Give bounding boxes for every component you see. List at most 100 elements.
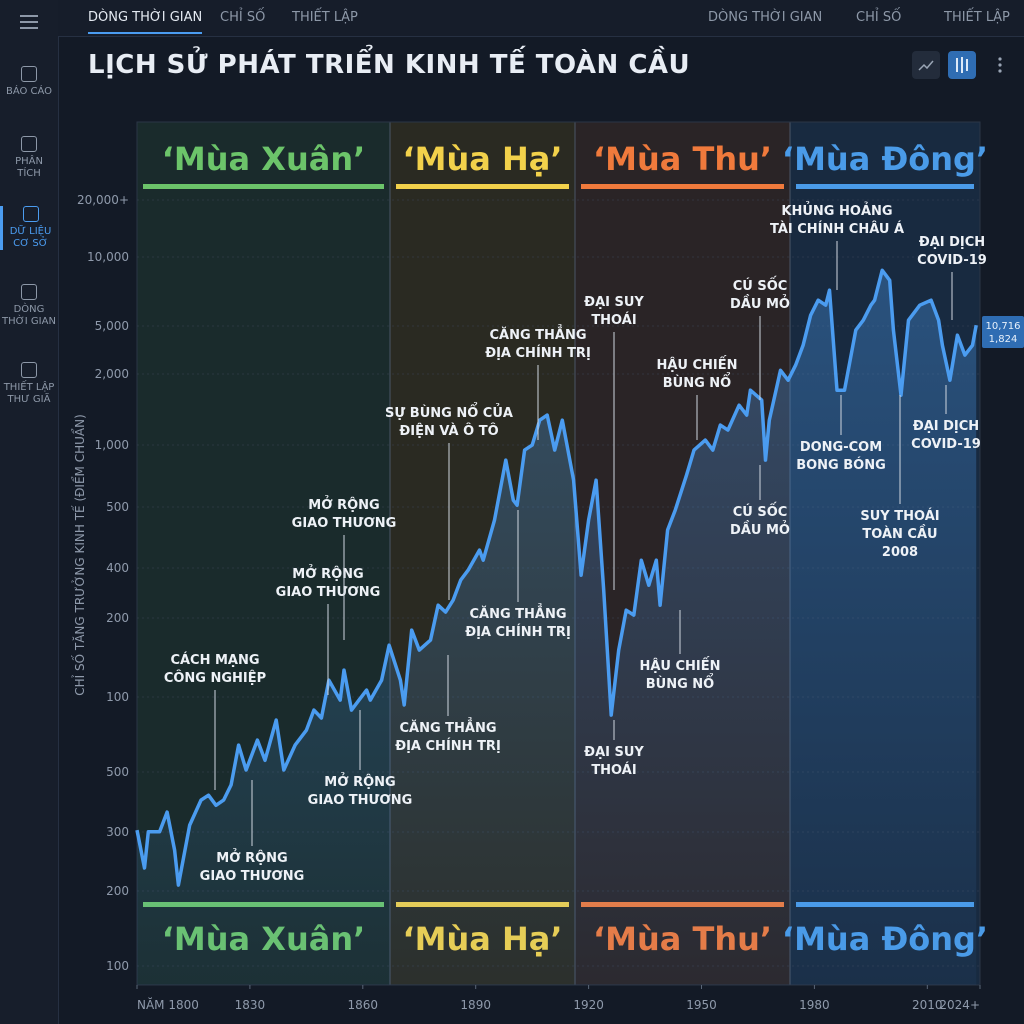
sidebar-icon	[21, 136, 37, 152]
season-bar	[396, 184, 569, 189]
annotation-text: DONG-COM	[800, 440, 882, 455]
season-label: ‘Mùa Hạ’	[402, 140, 562, 178]
season-label: ‘Mùa Xuân’	[162, 920, 366, 958]
sidebar-icon	[22, 206, 39, 222]
y-tick-label: 100	[106, 690, 129, 704]
x-tick-label: 1920	[573, 998, 604, 1012]
sidebar-icon	[21, 284, 37, 300]
annotation-text: CĂNG THẲNG	[489, 325, 586, 343]
y-tick-label: 10,000	[87, 250, 129, 264]
annotation-text: MỞ RỘNG	[216, 849, 287, 866]
annotation-text: GIAO THƯƠNG	[276, 585, 381, 600]
y-axis-label: CHỈ SỐ TĂNG TRƯỞNG KINH TẾ (ĐIỂM CHUẨN)	[71, 414, 87, 696]
menu-icon[interactable]	[19, 14, 39, 30]
era-background	[390, 122, 575, 985]
season-label: ‘Mùa Xuân’	[162, 140, 366, 178]
y-tick-label: 500	[106, 500, 129, 514]
annotation-text: THOÁI	[591, 312, 636, 328]
nav-tab[interactable]: DÒNG THỜI GIAN	[88, 10, 203, 34]
sidebar-item[interactable]: BÁO CÁO	[0, 66, 58, 98]
annotation-text: CÁCH MẠNG	[170, 652, 259, 668]
y-tick-label: 400	[106, 561, 129, 575]
season-label: ‘Mùa Đông’	[782, 140, 988, 178]
sidebar-label: DỮ LIỆU CƠ SỞ	[9, 226, 52, 249]
y-tick-label: 20,000+	[77, 193, 129, 207]
annotation-text: BÙNG NỔ	[646, 674, 714, 692]
sidebar-icon	[21, 362, 37, 378]
season-label: ‘Mùa Hạ’	[402, 920, 562, 958]
nav-tab-right[interactable]: THIẾT LẬP	[944, 10, 1010, 25]
value-badge-text: 1,824	[989, 334, 1018, 345]
season-bar	[581, 184, 784, 189]
annotation-text: CÚ SỐC	[733, 502, 788, 520]
y-tick-label: 200	[106, 611, 129, 625]
sidebar-item[interactable]: DÒNG THỜI GIAN	[0, 284, 58, 328]
annotation-text: MỞ RỘNG	[292, 565, 363, 582]
annotation-text: CÔNG NGHIỆP	[164, 670, 266, 686]
annotation-text: ĐỊA CHÍNH TRỊ	[485, 345, 591, 361]
annotation-text: ĐỊA CHÍNH TRỊ	[395, 738, 501, 754]
x-tick-label: 2010	[912, 998, 943, 1012]
annotation-text: CÚ SỐC	[733, 276, 788, 294]
nav-tab-right[interactable]: DÒNG THỜI GIAN	[708, 10, 823, 25]
sidebar-item[interactable]: THIẾT LẬP THƯ GIÃ	[0, 362, 58, 406]
sidebar-label: THIẾT LẬP THƯ GIÃ	[3, 382, 55, 405]
season-bar	[796, 902, 974, 907]
annotation-text: THOÁI	[591, 762, 636, 778]
annotation-text: ĐẠI DỊCH	[919, 235, 985, 250]
annotation-text: TÀI CHÍNH CHÂU Á	[770, 221, 904, 237]
value-badge-text: 10,716	[986, 321, 1021, 332]
annotation-text: MỞ RỘNG	[308, 496, 379, 513]
value-badge	[982, 316, 1024, 348]
annotation-text: DẦU MỎ	[730, 520, 790, 538]
nav-tab[interactable]: THIẾT LẬP	[292, 10, 358, 25]
sidebar-label: PHÂN TÍCH	[15, 156, 43, 179]
sidebar	[0, 0, 59, 1024]
line-view-button[interactable]	[912, 51, 940, 79]
annotation-text: ĐẠI DỊCH	[913, 419, 979, 434]
x-tick-label: 1830	[235, 998, 266, 1012]
x-tick-label: NĂM 1800	[137, 997, 199, 1012]
y-tick-label: 500	[106, 765, 129, 779]
annotation-text: SỰ BÙNG NỔ CỦA	[385, 403, 513, 421]
annotation-text: ĐIỆN VÀ Ô TÔ	[399, 423, 498, 439]
season-label: ‘Mùa Thu’	[593, 140, 772, 178]
plot-frame	[136, 121, 981, 986]
sidebar-icon	[21, 66, 37, 82]
more-button[interactable]	[986, 51, 1014, 79]
annotation-text: CĂNG THẲNG	[469, 604, 566, 622]
top-bar	[58, 0, 1024, 37]
y-tick-label: 5,000	[95, 319, 129, 333]
sidebar-item[interactable]: PHÂN TÍCH	[0, 136, 58, 180]
y-tick-label: 200	[106, 884, 129, 898]
season-bar	[143, 902, 384, 907]
era-background	[790, 122, 980, 985]
x-tick-label: 1980	[799, 998, 830, 1012]
annotation-text: HẬU CHIẾN	[639, 657, 720, 674]
x-tick-label: 2024+	[939, 998, 980, 1012]
era-background	[137, 122, 390, 985]
nav-tab[interactable]: CHỈ SỐ	[220, 10, 266, 25]
y-tick-label: 1,000	[95, 438, 129, 452]
era-background	[575, 122, 790, 985]
series-line	[135, 268, 978, 887]
sidebar-label: BÁO CÁO	[5, 86, 53, 97]
season-bar	[396, 902, 569, 907]
annotation-text: TOÀN CẦU	[862, 524, 937, 542]
nav-tab-right[interactable]: CHỈ SỐ	[856, 10, 902, 25]
annotation-text: COVID-19	[911, 437, 981, 452]
annotation-text: 2008	[882, 545, 918, 560]
annotation-text: BONG BÓNG	[796, 457, 886, 473]
y-tick-label: 300	[106, 825, 129, 839]
x-tick-label: 1860	[348, 998, 379, 1012]
season-label: ‘Mùa Đông’	[782, 920, 988, 958]
annotation-text: MỞ RỘNG	[324, 773, 395, 790]
annotation-text: HẬU CHIẾN	[656, 356, 737, 373]
candle-view-button[interactable]	[948, 51, 976, 79]
sidebar-item[interactable]: DỮ LIỆU CƠ SỞ	[0, 206, 58, 250]
annotation-text: KHỦNG HOẢNG	[781, 202, 892, 219]
y-tick-label: 2,000	[95, 367, 129, 381]
x-tick-label: 1950	[686, 998, 717, 1012]
